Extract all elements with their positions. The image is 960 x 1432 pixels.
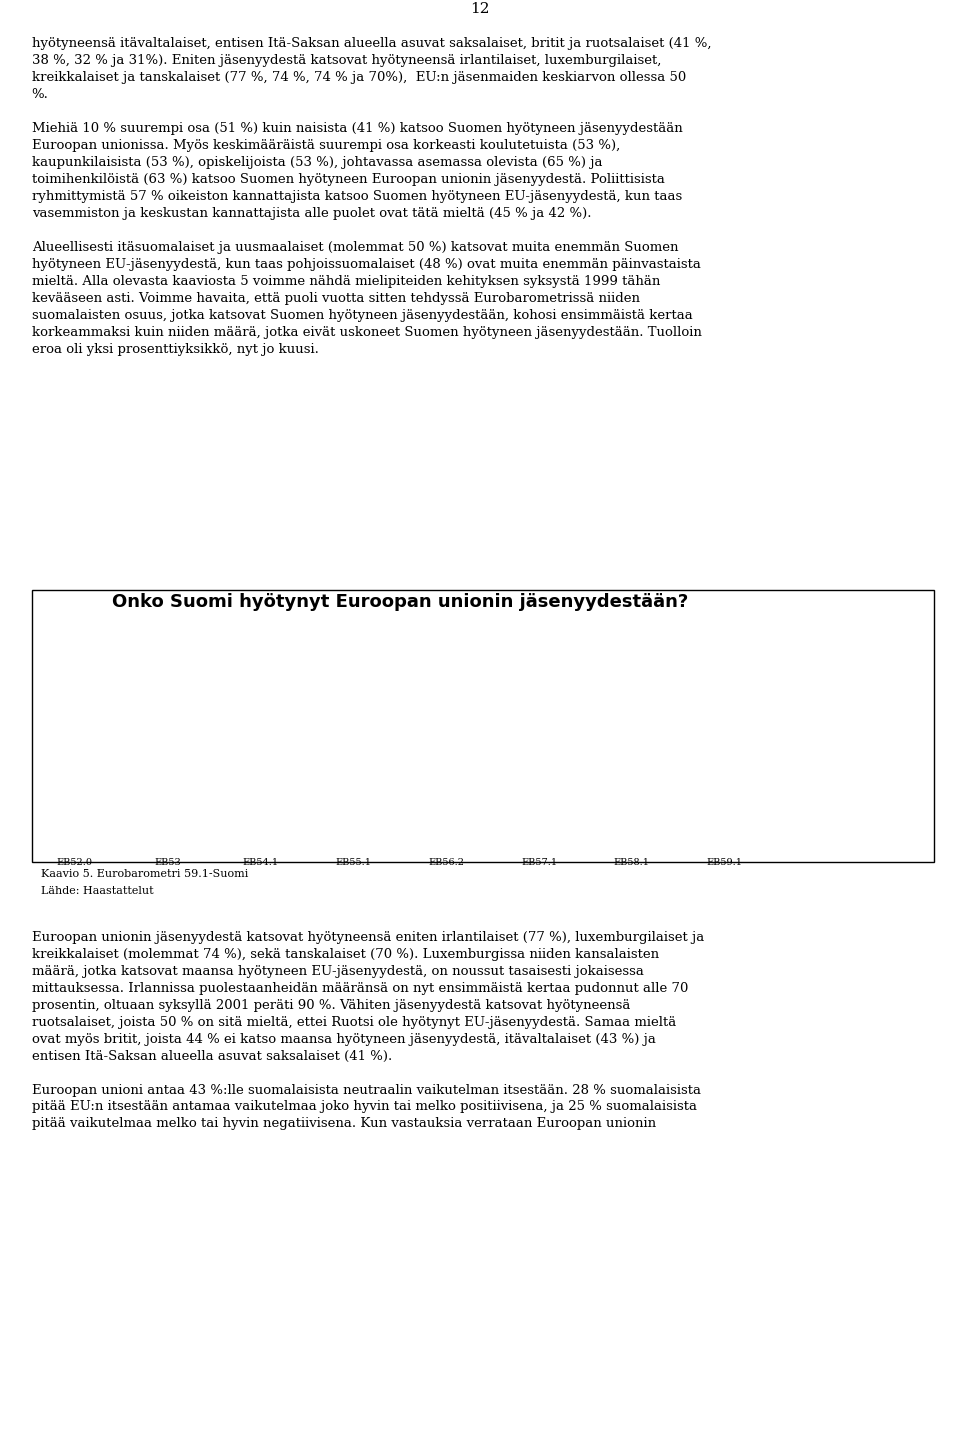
Text: Onko Suomi hyötynyt Euroopan unionin jäsenyydestään?: Onko Suomi hyötynyt Euroopan unionin jäs… bbox=[111, 593, 688, 611]
Text: mittauksessa. Irlannissa puolestaanheidän määränsä on nyt ensimmäistä kertaa pud: mittauksessa. Irlannissa puolestaanheidä… bbox=[32, 982, 688, 995]
EOS bbox=[191, 780, 203, 798]
Text: EB53: EB53 bbox=[155, 858, 181, 866]
EOS bbox=[516, 769, 527, 786]
Text: vasemmiston ja keskustan kannattajista alle puolet ovat tätä mieltä (45 % ja 42 : vasemmiston ja keskustan kannattajista a… bbox=[32, 208, 591, 221]
Text: korkeammaksi kuin niiden määrä, jotka eivät uskoneet Suomen hyötyneen jäsenyydes: korkeammaksi kuin niiden määrä, jotka ei… bbox=[32, 325, 702, 339]
Text: pitää vaikutelmaa melko tai hyvin negatiivisena. Kun vastauksia verrataan Euroop: pitää vaikutelmaa melko tai hyvin negati… bbox=[32, 1117, 656, 1130]
Text: ryhmittymistä 57 % oikeiston kannattajista katsoo Suomen hyötyneen EU-jäsenyydes: ryhmittymistä 57 % oikeiston kannattajis… bbox=[32, 190, 682, 203]
Hyötynyt bbox=[353, 712, 365, 729]
Ei ole hyötynyt bbox=[273, 689, 284, 706]
Hyötynyt bbox=[273, 709, 284, 726]
Text: Alueellisesti itäsuomalaiset ja uusmaalaiset (molemmat 50 %) katsovat muita enem: Alueellisesti itäsuomalaiset ja uusmaala… bbox=[32, 241, 678, 253]
Text: 38 %, 32 % ja 31%). Eniten jäsenyydestä katsovat hyötyneensä irlantilaiset, luxe: 38 %, 32 % ja 31%). Eniten jäsenyydestä … bbox=[32, 54, 661, 67]
Text: EB54.1: EB54.1 bbox=[243, 858, 278, 866]
Text: Euroopan unioni antaa 43 %:lle suomalaisista neutraalin vaikutelman itsestään. 2: Euroopan unioni antaa 43 %:lle suomalais… bbox=[32, 1084, 701, 1097]
Text: eroa oli yksi prosenttiyksikkö, nyt jo kuusi.: eroa oli yksi prosenttiyksikkö, nyt jo k… bbox=[32, 342, 319, 355]
Text: toimihenkilöistä (63 %) katsoo Suomen hyötyneen Euroopan unionin jäsenyydestä. P: toimihenkilöistä (63 %) katsoo Suomen hy… bbox=[32, 173, 664, 186]
Text: Kaavio 5. Eurobarometri 59.1-Suomi: Kaavio 5. Eurobarometri 59.1-Suomi bbox=[41, 869, 249, 879]
Text: kreikkalaiset ja tanskalaiset (77 %, 74 %, 74 % ja 70%),  EU:n jäsenmaiden keski: kreikkalaiset ja tanskalaiset (77 %, 74 … bbox=[32, 72, 686, 84]
Text: määrä, jotka katsovat maansa hyötyneen EU-jäsenyydestä, on noussut tasaisesti jo: määrä, jotka katsovat maansa hyötyneen E… bbox=[32, 965, 643, 978]
Text: mieltä. Alla olevasta kaaviosta 5 voimme nähdä mielipiteiden kehityksen syksystä: mieltä. Alla olevasta kaaviosta 5 voimme… bbox=[32, 275, 660, 288]
Ei ole hyötynyt bbox=[678, 703, 689, 720]
Text: entisen Itä-Saksan alueella asuvat saksalaiset (41 %).: entisen Itä-Saksan alueella asuvat saksa… bbox=[32, 1050, 392, 1063]
EOS bbox=[109, 760, 121, 778]
Legend: Hyötynyt, Ei ole hyötynyt, EOS: Hyötynyt, Ei ole hyötynyt, EOS bbox=[756, 687, 912, 776]
EOS bbox=[353, 769, 365, 786]
Line: Hyötynyt: Hyötynyt bbox=[111, 690, 688, 725]
Text: kevääseen asti. Voimme havaita, että puoli vuotta sitten tehdyssä Eurobarometris: kevääseen asti. Voimme havaita, että puo… bbox=[32, 292, 639, 305]
Ei ole hyötynyt bbox=[191, 692, 203, 709]
Text: Lähde: Haastattelut: Lähde: Haastattelut bbox=[41, 886, 154, 896]
Ei ole hyötynyt bbox=[597, 700, 609, 717]
Text: Euroopan unionin jäsenyydestä katsovat hyötyneensä eniten irlantilaiset (77 %), : Euroopan unionin jäsenyydestä katsovat h… bbox=[32, 931, 704, 944]
Line: Ei ole hyötynyt: Ei ole hyötynyt bbox=[111, 682, 688, 716]
Text: hyötyneen EU-jäsenyydestä, kun taas pohjoissuomalaiset (48 %) ovat muita enemmän: hyötyneen EU-jäsenyydestä, kun taas pohj… bbox=[32, 258, 701, 271]
Text: pitää EU:n itsestään antamaa vaikutelmaa joko hyvin tai melko positiivisena, ja : pitää EU:n itsestään antamaa vaikutelmaa… bbox=[32, 1101, 697, 1114]
Hyötynyt bbox=[191, 697, 203, 715]
Text: Miehiä 10 % suurempi osa (51 %) kuin naisista (41 %) katsoo Suomen hyötyneen jäs: Miehiä 10 % suurempi osa (51 %) kuin nai… bbox=[32, 122, 683, 135]
EOS bbox=[273, 769, 284, 786]
EOS bbox=[597, 772, 609, 789]
Ei ole hyötynyt bbox=[516, 695, 527, 712]
Text: ruotsalaiset, joista 50 % on sitä mieltä, ettei Ruotsi ole hyötynyt EU-jäsenyyde: ruotsalaiset, joista 50 % on sitä mieltä… bbox=[32, 1015, 676, 1028]
Hyötynyt bbox=[678, 686, 689, 703]
EOS bbox=[435, 783, 446, 800]
Text: EB55.1: EB55.1 bbox=[335, 858, 372, 866]
Text: suomalaisten osuus, jotka katsovat Suomen hyötyneen jäsenyydestään, kohosi ensim: suomalaisten osuus, jotka katsovat Suome… bbox=[32, 309, 692, 322]
Text: prosentin, oltuaan syksyllä 2001 peräti 90 %. Vähiten jäsenyydestä katsovat hyöt: prosentin, oltuaan syksyllä 2001 peräti … bbox=[32, 998, 630, 1011]
Ei ole hyötynyt bbox=[353, 692, 365, 709]
Hyötynyt bbox=[109, 706, 121, 723]
Hyötynyt bbox=[435, 706, 446, 723]
Text: ovat myös britit, joista 44 % ei katso maansa hyötyneen jäsenyydestä, itävaltala: ovat myös britit, joista 44 % ei katso m… bbox=[32, 1032, 656, 1045]
Text: hyötyneensä itävaltalaiset, entisen Itä-Saksan alueella asuvat saksalaiset, brit: hyötyneensä itävaltalaiset, entisen Itä-… bbox=[32, 37, 711, 50]
Ei ole hyötynyt bbox=[109, 700, 121, 717]
Text: EB59.1: EB59.1 bbox=[707, 858, 743, 866]
Text: 12: 12 bbox=[470, 1, 490, 16]
Text: EB56.2: EB56.2 bbox=[428, 858, 464, 866]
Hyötynyt bbox=[597, 697, 609, 715]
Text: EB52.0: EB52.0 bbox=[57, 858, 93, 866]
Ei ole hyötynyt bbox=[435, 677, 446, 695]
Text: kaupunkilaisista (53 %), opiskelijoista (53 %), johtavassa asemassa olevista (65: kaupunkilaisista (53 %), opiskelijoista … bbox=[32, 156, 602, 169]
Text: EB57.1: EB57.1 bbox=[521, 858, 557, 866]
Hyötynyt bbox=[516, 700, 527, 717]
Text: kreikkalaiset (molemmat 74 %), sekä tanskalaiset (70 %). Luxemburgissa niiden ka: kreikkalaiset (molemmat 74 %), sekä tans… bbox=[32, 948, 659, 961]
Text: EB58.1: EB58.1 bbox=[613, 858, 650, 866]
Text: Euroopan unionissa. Myös keskimääräistä suurempi osa korkeasti koulutetuista (53: Euroopan unionissa. Myös keskimääräistä … bbox=[32, 139, 620, 152]
Line: EOS: EOS bbox=[111, 765, 688, 796]
EOS bbox=[678, 780, 689, 798]
Text: %.: %. bbox=[32, 89, 49, 102]
